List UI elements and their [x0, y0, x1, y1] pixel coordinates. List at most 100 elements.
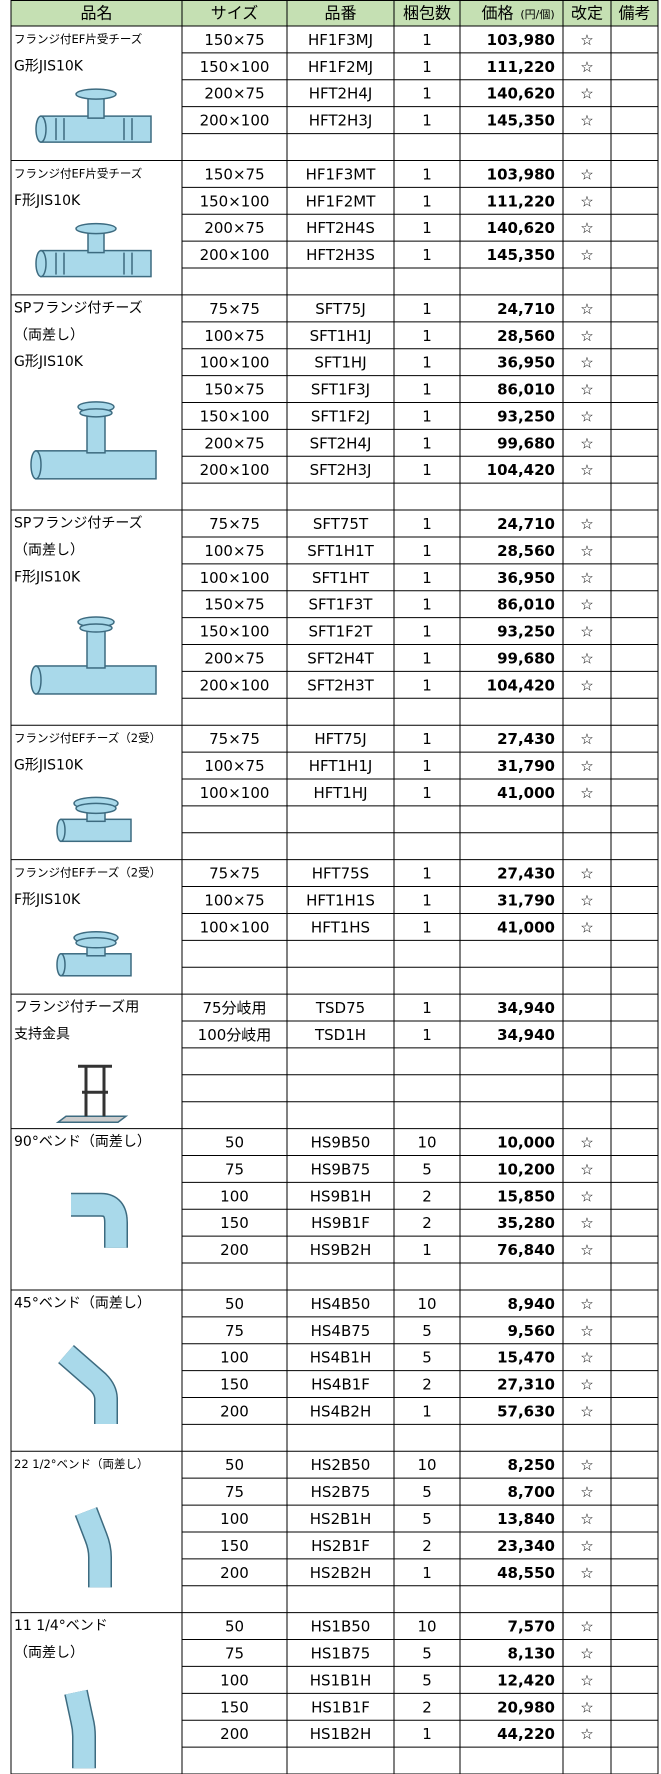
size: 150: [220, 1537, 249, 1555]
revised-mark: ☆: [580, 1698, 593, 1716]
revised-mark: ☆: [580, 1376, 593, 1394]
illustration: [60, 818, 132, 843]
item-name: フランジ付EFチーズ（2受）: [14, 866, 161, 880]
qty: 1: [422, 596, 432, 614]
size: 150: [220, 1698, 249, 1716]
illustration: [79, 408, 113, 418]
revised-mark: ☆: [580, 58, 593, 76]
price: 35,280: [497, 1214, 555, 1232]
price: 145,350: [487, 246, 555, 264]
size: 100×100: [200, 354, 270, 372]
code: SFT1F2T: [309, 623, 374, 641]
item-name: 11 1/4°ベンド: [14, 1618, 108, 1634]
price: 8,700: [508, 1483, 555, 1501]
code: HFT1H1S: [306, 892, 375, 910]
code: HS2B50: [311, 1456, 371, 1474]
item-name: G形JIS10K: [14, 58, 84, 74]
size: 200×100: [200, 676, 270, 694]
header-cell: 品番: [324, 4, 356, 23]
code: SFT75T: [313, 515, 369, 533]
revised-mark: ☆: [580, 1671, 593, 1689]
size: 75分岐用: [202, 999, 266, 1017]
size: 200×75: [204, 649, 264, 667]
code: HS2B1F: [311, 1537, 370, 1555]
code: HS4B75: [311, 1322, 371, 1340]
code: SFT75J: [315, 300, 366, 318]
size: 150×75: [204, 596, 264, 614]
revised-mark: ☆: [580, 300, 593, 318]
size: 75: [225, 1160, 244, 1178]
qty: 1: [422, 542, 432, 560]
revised-mark: ☆: [580, 596, 593, 614]
price: 15,470: [497, 1349, 555, 1367]
size: 200×75: [204, 85, 264, 103]
size: 100×75: [204, 757, 264, 775]
qty: 1: [422, 461, 432, 479]
price: 27,430: [497, 730, 555, 748]
illustration: [59, 1346, 117, 1425]
qty: 10: [417, 1618, 436, 1636]
price: 7,570: [508, 1618, 555, 1636]
revised-mark: ☆: [580, 649, 593, 667]
revised-mark: ☆: [580, 623, 593, 641]
illustration: [75, 802, 117, 815]
item-name: 90°ベンド（両差し）: [14, 1134, 151, 1150]
price: 36,950: [497, 354, 555, 372]
code: HFT2H3J: [309, 112, 373, 130]
revised-mark: ☆: [580, 112, 593, 130]
size: 200: [220, 1725, 249, 1743]
qty: 5: [422, 1510, 432, 1528]
code: HF1F2MJ: [308, 58, 373, 76]
revised-mark: ☆: [580, 327, 593, 345]
qty: 1: [422, 327, 432, 345]
qty: 1: [422, 407, 432, 425]
item-name: フランジ付EFチーズ（2受）: [14, 731, 161, 745]
qty: 1: [422, 434, 432, 452]
qty: 10: [417, 1456, 436, 1474]
item-name: F形JIS10K: [14, 193, 81, 209]
illustration: [40, 249, 152, 278]
code: SFT2H3J: [310, 461, 372, 479]
code: SFT2H3T: [307, 676, 374, 694]
size: 50: [225, 1295, 244, 1313]
qty: 1: [422, 354, 432, 372]
code: SFT2H4J: [310, 434, 372, 452]
item-name: フランジ付チーズ用: [14, 1000, 139, 1016]
revised-mark: ☆: [580, 542, 593, 560]
price: 23,340: [497, 1537, 555, 1555]
size: 50: [225, 1134, 244, 1152]
price: 145,350: [487, 112, 555, 130]
revised-mark: ☆: [580, 784, 593, 802]
revised-mark: ☆: [580, 1618, 593, 1636]
size: 150×100: [200, 58, 270, 76]
size: 100: [220, 1187, 249, 1205]
header-cell: 梱包数: [403, 4, 451, 23]
revised-mark: ☆: [580, 1322, 593, 1340]
item-name: 22 1/2°ベンド（両差し）: [14, 1457, 149, 1471]
revised-mark: ☆: [580, 865, 593, 883]
size: 150×100: [200, 192, 270, 210]
size: 50: [225, 1618, 244, 1636]
code: HS9B2H: [310, 1241, 371, 1259]
price: 8,940: [508, 1295, 555, 1313]
size: 75×75: [209, 865, 260, 883]
price: 111,220: [487, 58, 555, 76]
qty: 2: [422, 1187, 432, 1205]
revised-mark: ☆: [580, 1134, 593, 1152]
revised-mark: ☆: [580, 354, 593, 372]
item-name: 支持金具: [14, 1026, 70, 1042]
item-name: G形JIS10K: [14, 354, 84, 370]
item-name: フランジ付EF片受チーズ: [14, 166, 142, 180]
item-name: （両差し）: [14, 542, 84, 558]
price: 76,840: [497, 1241, 555, 1259]
illustration: [35, 249, 47, 278]
header-cell: 品名: [80, 4, 112, 23]
price: 48,550: [497, 1564, 555, 1582]
size: 200×75: [204, 219, 264, 237]
size: 150×75: [204, 165, 264, 183]
illustration: [60, 953, 132, 977]
illustration: [30, 665, 42, 695]
size: 75: [225, 1483, 244, 1501]
code: SFT1F2J: [311, 407, 370, 425]
